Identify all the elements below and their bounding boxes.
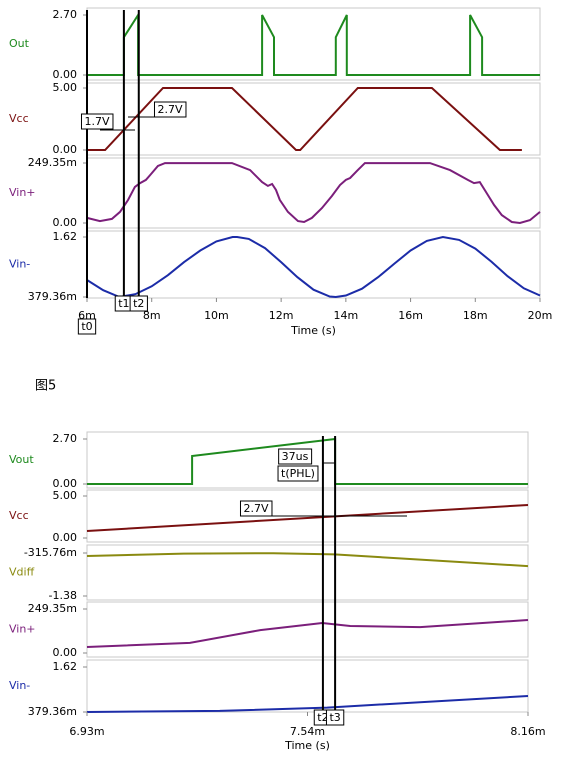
y-tick-label: -315.76m — [24, 546, 77, 559]
trace — [86, 162, 541, 225]
trace — [87, 437, 528, 485]
panel-frame — [86, 601, 529, 658]
panel-name: Vcc — [9, 112, 29, 125]
chart: Out0.002.70Vcc0.005.00Vin+0.00249.35mVin… — [9, 7, 553, 337]
y-tick-label: 0.00 — [53, 477, 78, 490]
annotation: 2.7V — [157, 103, 182, 116]
x-axis-label: Time (s) — [290, 324, 336, 337]
y-tick-label: 379.36m — [28, 290, 77, 303]
x-tick-label: 8m — [143, 309, 161, 322]
y-tick-label: 5.00 — [53, 81, 78, 94]
panel-name: Vcc — [9, 509, 29, 522]
label-box — [153, 101, 187, 118]
cursor-label: t2 — [317, 711, 328, 724]
y-tick-label: 2.70 — [53, 8, 78, 21]
x-axis-label: Time (s) — [284, 739, 330, 752]
label-box — [77, 318, 97, 335]
y-tick-label: 1.62 — [53, 230, 78, 243]
annotation: t(PHL) — [281, 467, 315, 480]
cursor-label: t1 — [118, 297, 129, 310]
label-box — [239, 500, 273, 517]
x-tick-label: 18m — [463, 309, 488, 322]
y-tick-label: 5.00 — [53, 489, 78, 502]
y-tick-label: 249.35m — [28, 156, 77, 169]
panel-name: Vout — [9, 453, 34, 466]
panel-name: Vin- — [9, 679, 30, 692]
y-tick-label: 0.00 — [53, 531, 78, 544]
y-tick-label: 0.00 — [53, 216, 78, 229]
panel-name: Vin+ — [9, 186, 36, 199]
chart: Vout0.002.70Vcc0.005.00Vdiff-1.38-315.76… — [9, 431, 546, 752]
cursor-label: t0 — [81, 320, 92, 333]
annotation: 1.7V — [84, 115, 109, 128]
y-tick-label: 0.00 — [53, 143, 78, 156]
y-tick-label: 379.36m — [28, 705, 77, 718]
cursor-label: t3 — [329, 711, 340, 724]
y-tick-label: 2.70 — [53, 432, 78, 445]
panel-frame — [86, 230, 541, 299]
panel-frame — [86, 659, 529, 713]
caption: 图5 — [35, 379, 56, 394]
label-box — [277, 465, 319, 482]
trace — [86, 695, 529, 713]
panel-frame — [86, 82, 541, 156]
y-tick-label: -1.38 — [49, 589, 77, 602]
trace — [86, 235, 541, 299]
y-tick-label: 249.35m — [28, 602, 77, 615]
x-tick-label: 16m — [398, 309, 423, 322]
x-tick-label: 8.16m — [510, 725, 545, 738]
x-tick-label: 14m — [333, 309, 358, 322]
annotation: 2.7V — [243, 502, 268, 515]
cursor-label: t2 — [133, 297, 144, 310]
label-box — [129, 295, 148, 312]
x-tick-label: 10m — [204, 309, 229, 322]
x-tick-label: 20m — [528, 309, 553, 322]
panel-name: Out — [9, 37, 30, 50]
x-tick-label: 6.93m — [69, 725, 104, 738]
panel-name: Vin- — [9, 258, 30, 271]
x-tick-label: 12m — [269, 309, 294, 322]
trace — [86, 552, 529, 568]
panel-frame — [86, 7, 541, 81]
panel-name: Vdiff — [9, 566, 35, 579]
y-tick-label: 0.00 — [53, 646, 78, 659]
label-box — [278, 448, 313, 465]
trace — [87, 87, 522, 151]
trace — [87, 11, 540, 76]
panel-name: Vin+ — [9, 623, 36, 636]
label-box — [80, 113, 114, 130]
trace — [86, 504, 529, 532]
y-tick-label: 0.00 — [53, 68, 78, 81]
x-tick-label: 7.54m — [290, 725, 325, 738]
y-tick-label: 1.62 — [53, 660, 78, 673]
label-box — [325, 709, 345, 726]
annotation: 37us — [282, 450, 309, 463]
